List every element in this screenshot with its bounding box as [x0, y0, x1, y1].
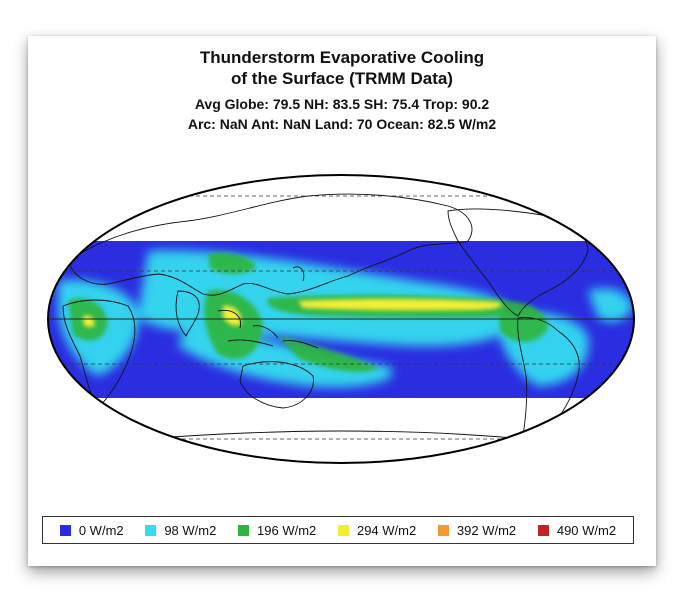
- legend-item-2: 196 W/m2: [238, 523, 316, 538]
- legend-item-5: 490 W/m2: [537, 522, 617, 538]
- legend-item-3: 294 W/m2: [337, 522, 417, 538]
- legend: 0 W/m2 98 W/m2 196 W/m2 294 W/m2 392 W/m…: [42, 516, 634, 544]
- legend-label-3: 294 W/m2: [356, 522, 417, 538]
- legend-item-4: 392 W/m2: [437, 522, 517, 538]
- legend-label-2: 196 W/m2: [257, 522, 317, 538]
- figure-card: Thunderstorm Evaporative Cooling of the …: [28, 36, 656, 566]
- world-map: [47, 174, 635, 464]
- legend-swatch-4: [437, 524, 449, 536]
- map-border: [47, 174, 635, 464]
- stats-line-2: Arc: NaN Ant: NaN Land: 70 Ocean: 82.5 W…: [187, 116, 497, 132]
- cooling-data-layer: [48, 241, 634, 398]
- legend-label-0: 0 W/m2: [78, 522, 124, 538]
- figure-title-line-2: of the Surface (TRMM Data): [231, 69, 453, 88]
- legend-item-1: 98 W/m2: [145, 523, 216, 538]
- legend-swatch-0: [59, 524, 71, 536]
- legend-label-5: 490 W/m2: [556, 522, 617, 538]
- stats-line-1: Avg Globe: 79.5 NH: 83.5 SH: 75.4 Trop: …: [194, 96, 490, 112]
- legend-label-4: 392 W/m2: [456, 522, 517, 538]
- legend-swatch-5: [537, 524, 549, 536]
- legend-swatch-1: [145, 524, 157, 536]
- figure-title-line-1: Thunderstorm Evaporative Cooling: [199, 48, 485, 67]
- legend-item-0: 0 W/m2: [59, 522, 124, 538]
- legend-swatch-3: [337, 524, 349, 536]
- legend-swatch-2: [238, 524, 250, 536]
- legend-label-1: 98 W/m2: [164, 522, 217, 538]
